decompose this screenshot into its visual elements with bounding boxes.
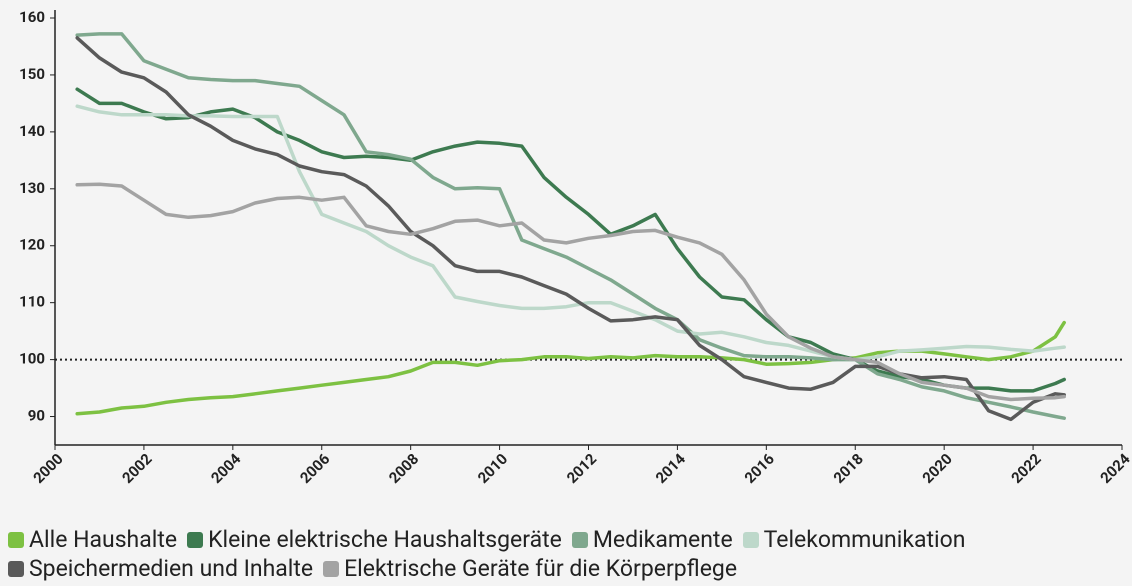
legend-label: Speichermedien und Inhalte [29, 555, 314, 582]
legend-label: Kleine elektrische Haushaltsgeräte [208, 526, 562, 553]
x-tick-label: 2008 [385, 450, 422, 487]
legend-item: Alle Haushalte [8, 526, 177, 553]
x-tick-label: 2014 [652, 450, 689, 487]
y-tick-label: 100 [19, 350, 45, 368]
y-tick-label: 140 [19, 122, 45, 140]
y-tick-label: 150 [19, 65, 45, 83]
series-line [75, 36, 1066, 422]
legend-label: Alle Haushalte [29, 526, 178, 553]
legend-item: Speichermedien und Inhalte [8, 555, 313, 582]
y-tick-label: 120 [19, 236, 45, 254]
x-tick-label: 2024 [1097, 450, 1132, 487]
legend-item: Kleine elektrische Haushaltsgeräte [187, 526, 562, 553]
legend-swatch [323, 560, 340, 577]
x-tick-label: 2022 [1008, 450, 1045, 487]
x-tick-label: 2016 [741, 450, 778, 487]
legend-swatch [571, 531, 588, 548]
x-tick-label: 2018 [830, 450, 867, 487]
y-tick-label: 130 [19, 179, 45, 197]
x-tick-label: 2004 [207, 450, 244, 487]
legend-label: Elektrische Geräte für die Körperpflege [344, 555, 738, 582]
x-tick-label: 2006 [296, 450, 333, 487]
legend-label: Telekommunikation [763, 526, 966, 553]
legend-item: Medikamente [571, 526, 733, 553]
x-tick-label: 2020 [919, 450, 956, 487]
x-tick-label: 2002 [118, 450, 155, 487]
x-tick-label: 2010 [474, 450, 511, 487]
y-tick-label: 90 [28, 407, 45, 425]
legend-swatch [742, 531, 759, 548]
x-tick-label: 2012 [563, 450, 600, 487]
legend-swatch [187, 531, 204, 548]
series-line [75, 104, 1066, 362]
series-line [75, 320, 1066, 416]
legend-item: Telekommunikation [742, 526, 966, 553]
y-tick-label: 160 [19, 8, 45, 26]
legend-label: Medikamente [592, 526, 733, 553]
chart: 90 100 110 120 130 140 150 160 2000 2002 2004 2006 2… [19, 8, 1132, 487]
legend-item: Elektrische Geräte für die Körperpflege [323, 555, 737, 582]
legend-swatch [8, 531, 24, 548]
y-tick-label: 110 [19, 293, 45, 311]
legend-swatch [8, 560, 24, 577]
x-tick-label: 2000 [30, 450, 67, 487]
series-line [75, 32, 1066, 420]
legend: Alle Haushalte Kleine elektrische Haushal… [8, 526, 1128, 582]
series-line [75, 182, 1066, 402]
